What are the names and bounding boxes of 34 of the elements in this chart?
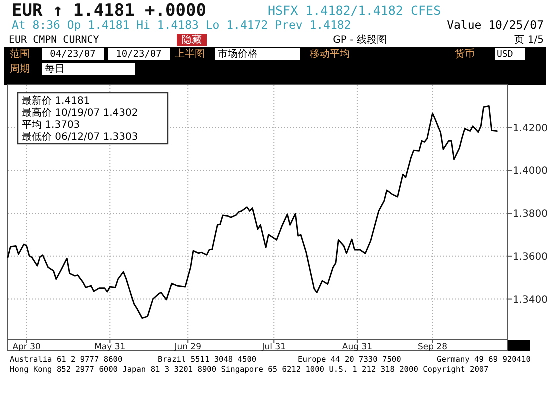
y-tick-label: 1.3800 [513, 209, 548, 220]
text: 市场价格 [218, 48, 258, 60]
annotation: 最新价 1.4181 [22, 95, 90, 107]
x-tick-label: Aug 31 [342, 342, 373, 352]
y-tick-label: 1.3400 [513, 294, 548, 306]
text: GP - 线段图 [333, 34, 387, 46]
chart-title: EUR ↑ 1.4181 +.0000 [12, 1, 206, 21]
text: 10/23/07 [116, 49, 162, 60]
chart-subtitle: HSFX 1.4182/1.4182 CFES [268, 3, 442, 18]
line-series [7, 106, 498, 320]
text: EUR CMPN CURNCY [9, 35, 100, 46]
text: At 8:36 Op 1.4181 Hi 1.4183 Lo 1.4172 Prev 1.4182 [12, 18, 352, 32]
annotation: 最低价 06/12/07 1.3303 [22, 131, 138, 143]
text: 隐藏 [182, 34, 202, 46]
y-tick-label: 1.4000 [513, 166, 548, 178]
x-tick-label: May 31 [94, 342, 126, 352]
x-tick-label: Sep 28 [418, 342, 448, 352]
text: 移动平均 [310, 48, 350, 60]
text: 上半图 [175, 48, 205, 60]
y-tick-label: 1.3600 [513, 252, 548, 263]
text: 页 1/5 [514, 35, 544, 46]
text: 周期 [10, 63, 30, 75]
text: Value 10/25/07 [447, 18, 544, 32]
text: 04/23/07 [50, 49, 96, 60]
x-tick-label: Jul 31 [261, 342, 286, 352]
y-tick-label: 1.4200 [513, 123, 548, 134]
annotation: 平均 1.3703 [22, 119, 80, 131]
text: 范围 [10, 48, 30, 60]
text: 每日 [45, 63, 65, 75]
annotation: 最高价 10/19/07 1.4302 [22, 107, 138, 119]
x-tick-label: Apr 30 [12, 342, 41, 352]
text: USD [497, 50, 514, 60]
x-tick-label: Jun 29 [174, 342, 202, 352]
text: 货币 [455, 48, 475, 60]
